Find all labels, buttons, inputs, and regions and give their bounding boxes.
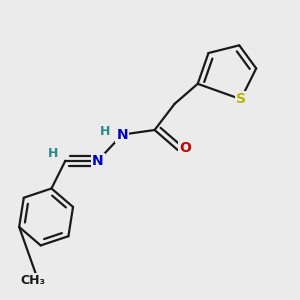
Text: O: O — [179, 142, 191, 155]
Text: N: N — [116, 128, 128, 142]
Text: H: H — [100, 125, 110, 138]
Text: CH₃: CH₃ — [20, 274, 46, 287]
Text: H: H — [48, 147, 58, 160]
Text: S: S — [236, 92, 246, 106]
Text: N: N — [92, 154, 103, 168]
